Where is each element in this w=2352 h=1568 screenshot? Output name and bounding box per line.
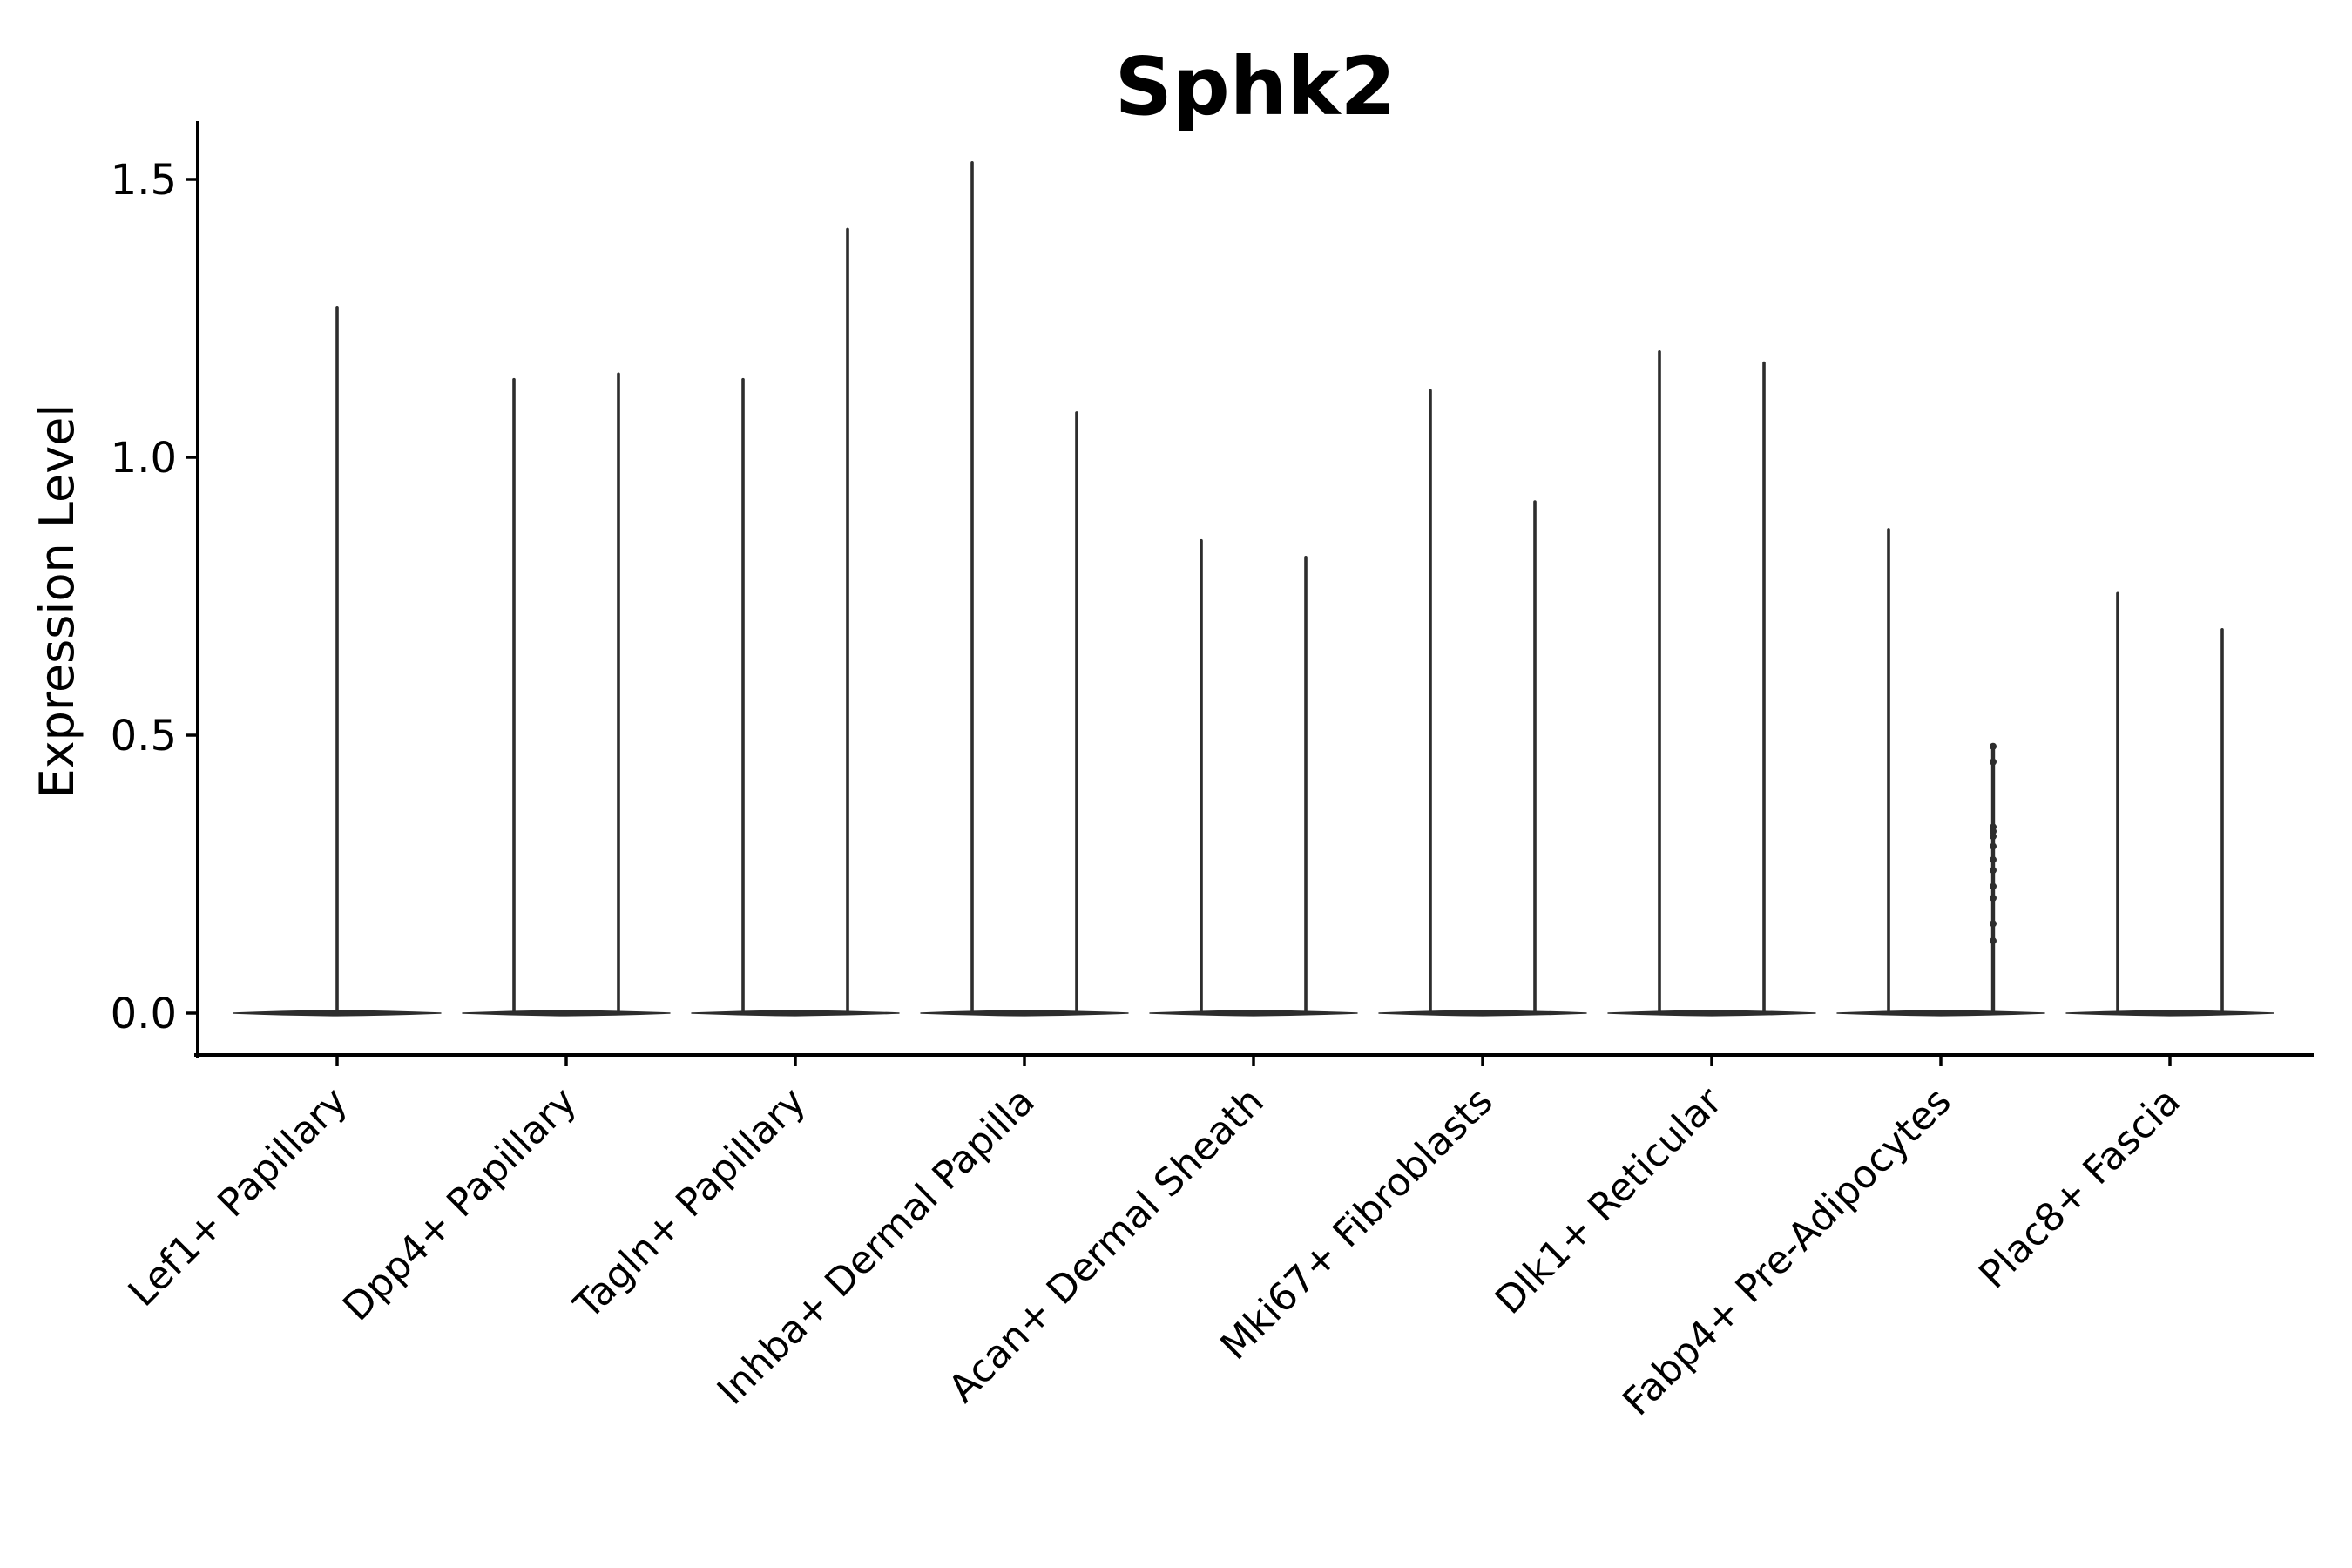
violin-group — [1149, 538, 1358, 1017]
plot-title: Sphk2 — [1115, 40, 1396, 133]
jitter-point — [1990, 742, 1997, 750]
jitter-point — [1990, 842, 1997, 850]
x-tick-label: Plac8+ Fascia — [1970, 1079, 2189, 1298]
x-tick-label: Dlk1+ Reticular — [1487, 1078, 1732, 1323]
violin-group — [1607, 349, 1816, 1017]
jitter-point — [1990, 882, 1997, 890]
violin-group — [1378, 389, 1587, 1017]
jitter-point — [1990, 833, 1997, 841]
jitter-point — [1990, 855, 1997, 863]
violin-group — [1836, 528, 2045, 1017]
violin-base — [1607, 1010, 1816, 1017]
violin-base — [1378, 1010, 1587, 1017]
y-tick-label: 0.5 — [111, 712, 177, 760]
jitter-point — [1990, 894, 1997, 902]
violin-base — [462, 1010, 671, 1017]
jitter-point — [1990, 920, 1997, 928]
y-axis-ticks: 0.0 0.5 1.0 1.5 — [111, 156, 198, 1038]
y-axis-label: Expression Level — [30, 404, 84, 799]
violin-base — [1149, 1010, 1358, 1017]
jitter-point — [1990, 867, 1997, 875]
jitter-point — [1990, 828, 1997, 835]
violin-base — [2065, 1010, 2274, 1017]
violin-group — [2065, 591, 2274, 1017]
y-tick-label: 1.0 — [111, 434, 177, 483]
violin-base — [1836, 1010, 2045, 1017]
x-tick-label: Tagln+ Papillary — [565, 1079, 814, 1328]
x-tick-label: Lef1+ Papillary — [120, 1079, 356, 1315]
jitter-point — [1990, 937, 1997, 945]
violin-group — [920, 161, 1129, 1017]
y-tick-label: 0.0 — [111, 990, 177, 1038]
violin-group — [691, 227, 900, 1017]
jitter-point — [1990, 758, 1997, 766]
violin-base — [920, 1010, 1129, 1017]
x-tick-label: Dpp4+ Papillary — [335, 1079, 585, 1330]
violin-base — [691, 1010, 900, 1017]
violins-layer — [233, 161, 2274, 1017]
y-tick-label: 1.5 — [111, 156, 177, 205]
violin-group — [233, 305, 442, 1017]
violin-group — [462, 372, 671, 1017]
